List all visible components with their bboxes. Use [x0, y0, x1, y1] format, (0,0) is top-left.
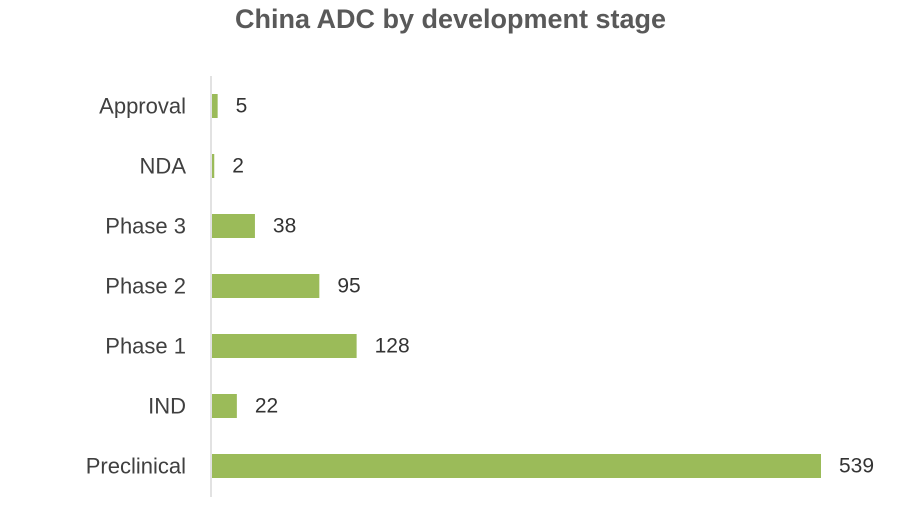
- data-label: 539: [839, 455, 874, 478]
- data-label: 38: [273, 215, 296, 238]
- data-label: 5: [236, 95, 248, 118]
- chart-title: China ADC by development stage: [234, 4, 667, 34]
- bar: [212, 274, 320, 298]
- category-label: IND: [148, 394, 186, 419]
- bar: [212, 394, 237, 418]
- data-label: 95: [337, 275, 360, 298]
- data-label: 2: [232, 155, 244, 178]
- category-label: Phase 2: [105, 274, 186, 299]
- category-label: NDA: [140, 154, 187, 179]
- category-label: Phase 3: [105, 214, 186, 239]
- bar: [212, 214, 255, 238]
- bar: [212, 154, 215, 178]
- category-label: Preclinical: [86, 454, 186, 479]
- bar: [212, 454, 821, 478]
- data-label: 22: [255, 395, 278, 418]
- category-label: Approval: [99, 94, 186, 119]
- category-label: Phase 1: [105, 334, 186, 359]
- data-label: 128: [375, 335, 410, 358]
- bar: [212, 334, 357, 358]
- bar: [212, 94, 218, 118]
